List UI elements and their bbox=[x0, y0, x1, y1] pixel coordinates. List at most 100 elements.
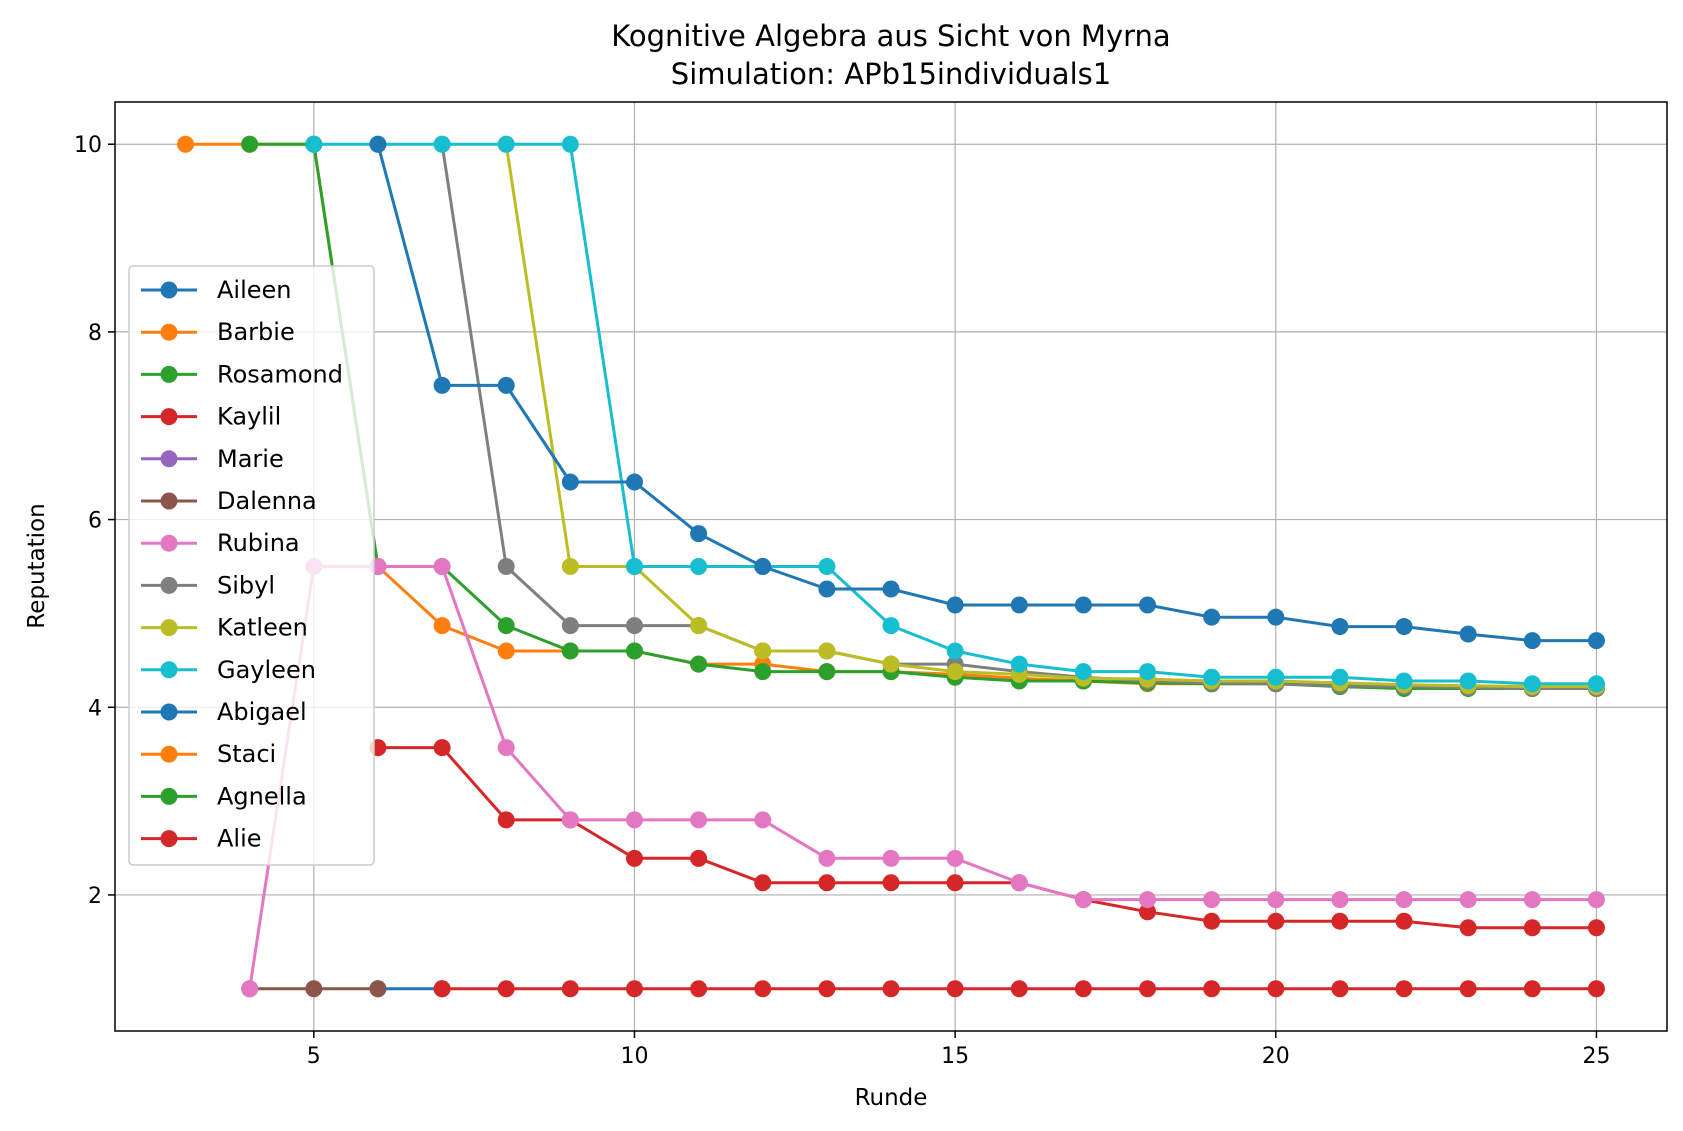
x-tick-label: 10 bbox=[620, 1044, 648, 1069]
data-point bbox=[433, 739, 451, 757]
data-point bbox=[1523, 891, 1541, 909]
data-point bbox=[1523, 632, 1541, 650]
data-point bbox=[1395, 672, 1413, 690]
series-dalenna bbox=[241, 980, 387, 998]
data-point bbox=[1395, 980, 1413, 998]
data-point bbox=[690, 655, 708, 673]
data-point bbox=[1587, 980, 1605, 998]
data-point bbox=[561, 473, 579, 491]
data-point bbox=[1331, 891, 1349, 909]
y-tick-label: 8 bbox=[88, 321, 102, 346]
series-line bbox=[185, 142, 1597, 690]
legend-label: Aileen bbox=[217, 276, 292, 304]
legend-marker bbox=[160, 576, 178, 594]
data-point bbox=[625, 473, 643, 491]
data-point bbox=[1139, 903, 1157, 921]
legend-label: Kaylil bbox=[217, 403, 281, 431]
data-point bbox=[433, 376, 451, 394]
series-barbie bbox=[177, 135, 1605, 697]
data-point bbox=[946, 874, 964, 892]
data-point bbox=[625, 642, 643, 660]
legend-item: Barbie bbox=[141, 318, 295, 346]
data-point bbox=[1459, 919, 1477, 937]
data-point bbox=[305, 135, 323, 153]
data-point bbox=[1010, 980, 1028, 998]
axis-ticks: 5 10 15 20 25 2 4 6 8 10 bbox=[74, 133, 1610, 1069]
data-point bbox=[497, 135, 515, 153]
data-point bbox=[497, 980, 515, 998]
data-point bbox=[1203, 608, 1221, 626]
data-point bbox=[1331, 980, 1349, 998]
legend-item: Marie bbox=[141, 445, 284, 473]
data-point bbox=[1074, 596, 1092, 614]
data-point bbox=[690, 558, 708, 575]
data-point bbox=[625, 617, 643, 635]
legend-marker bbox=[160, 619, 178, 637]
data-point bbox=[1203, 668, 1221, 686]
data-point bbox=[625, 980, 643, 998]
legend-label: Gayleen bbox=[217, 656, 316, 684]
data-point bbox=[1523, 980, 1541, 998]
legend-label: Sibyl bbox=[217, 571, 275, 599]
data-point bbox=[497, 617, 515, 635]
data-point bbox=[818, 663, 836, 681]
data-point bbox=[1331, 912, 1349, 930]
series-line bbox=[249, 142, 1597, 690]
data-point bbox=[433, 980, 451, 998]
series-layer bbox=[177, 135, 1605, 998]
x-tick-label: 20 bbox=[1262, 1044, 1290, 1069]
data-point bbox=[497, 811, 515, 829]
legend-item: Gayleen bbox=[141, 656, 316, 684]
legend-marker bbox=[160, 534, 178, 552]
x-axis-label: Runde bbox=[855, 1085, 928, 1111]
data-point bbox=[882, 655, 900, 673]
data-point bbox=[818, 980, 836, 998]
data-point bbox=[946, 596, 964, 614]
data-point bbox=[1074, 980, 1092, 998]
x-tick-label: 25 bbox=[1582, 1044, 1610, 1069]
series-line bbox=[504, 143, 1597, 689]
data-point bbox=[561, 617, 579, 635]
data-point bbox=[561, 135, 579, 153]
data-point bbox=[946, 849, 964, 867]
data-point bbox=[1267, 912, 1285, 930]
legend-marker bbox=[160, 492, 178, 510]
data-point bbox=[1267, 891, 1285, 909]
data-point bbox=[1459, 980, 1477, 998]
series-alie bbox=[433, 980, 1605, 998]
data-point bbox=[1459, 672, 1477, 690]
data-point bbox=[754, 558, 772, 575]
data-point bbox=[690, 617, 708, 635]
legend-item: Rosamond bbox=[141, 360, 343, 388]
legend-item: Kaylil bbox=[141, 403, 281, 431]
legend-marker bbox=[160, 745, 178, 763]
series-line bbox=[377, 746, 1597, 930]
x-tick-label: 5 bbox=[307, 1044, 321, 1069]
data-point bbox=[882, 980, 900, 998]
series-kaylil bbox=[369, 739, 1605, 937]
data-point bbox=[1010, 655, 1028, 673]
data-point bbox=[497, 642, 515, 660]
data-point bbox=[754, 642, 772, 660]
data-point bbox=[754, 980, 772, 998]
legend-marker bbox=[160, 408, 178, 426]
plot-frame bbox=[114, 101, 1668, 1032]
legend-label: Dalenna bbox=[217, 487, 317, 515]
chart-subtitle: Simulation: APb15individuals1 bbox=[671, 57, 1111, 91]
legend-marker bbox=[160, 703, 178, 721]
data-point bbox=[1331, 668, 1349, 686]
legend-item: Agnella bbox=[141, 782, 307, 810]
data-point bbox=[433, 558, 451, 575]
data-point bbox=[177, 135, 195, 153]
series-katleen bbox=[497, 135, 1605, 696]
data-point bbox=[818, 558, 836, 575]
legend-item: Aileen bbox=[141, 276, 292, 304]
legend-label: Alie bbox=[217, 825, 262, 853]
legend-item: Dalenna bbox=[141, 487, 317, 515]
data-point bbox=[1139, 596, 1157, 614]
data-point bbox=[882, 849, 900, 867]
y-tick-label: 2 bbox=[88, 884, 102, 909]
data-point bbox=[818, 642, 836, 660]
data-point bbox=[1203, 912, 1221, 930]
